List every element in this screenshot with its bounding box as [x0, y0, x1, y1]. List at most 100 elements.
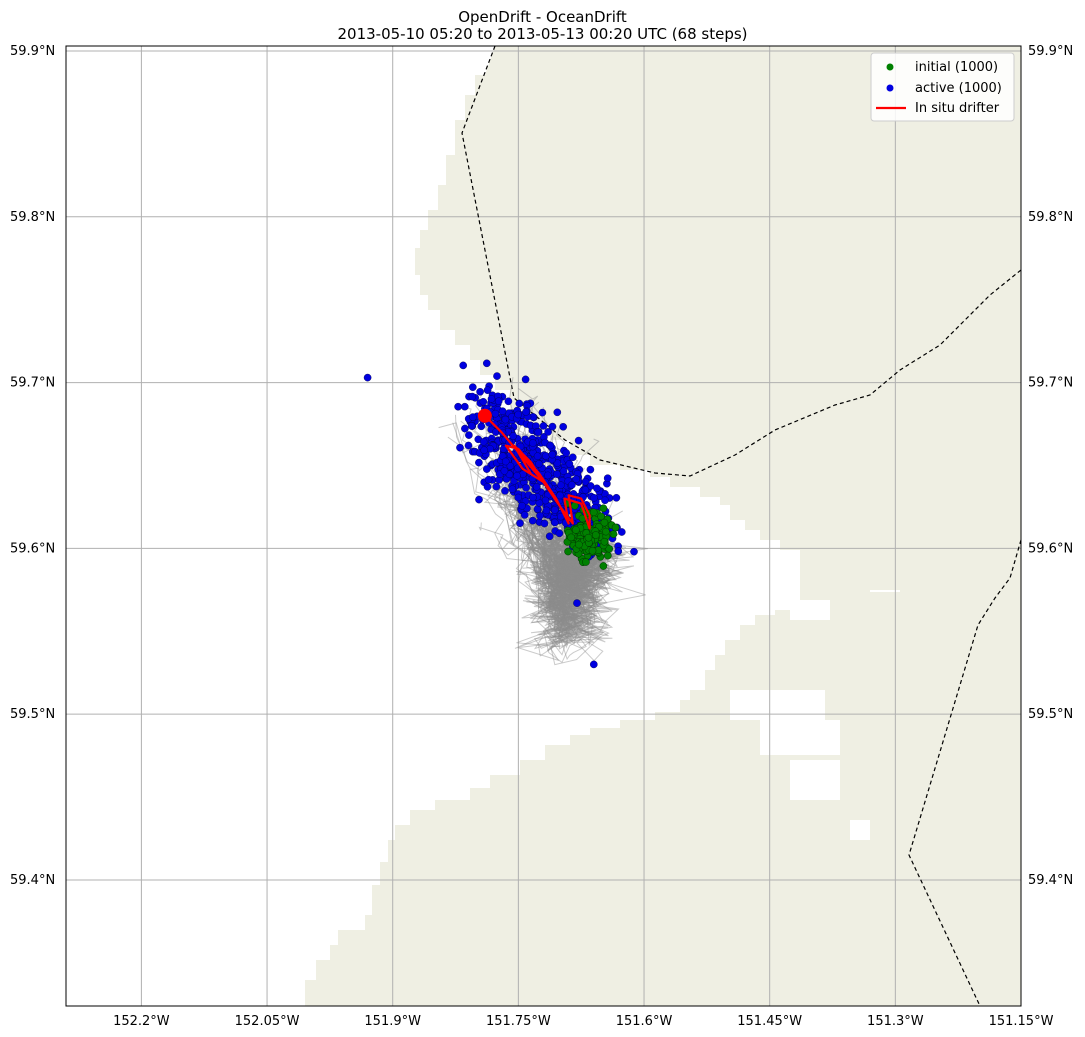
legend: initial (1000) active (1000) In situ dri… [870, 52, 1015, 122]
particle-track [501, 445, 604, 662]
border-line-south [908, 539, 1021, 1006]
active-particle [565, 460, 574, 468]
active-particle [569, 453, 577, 462]
x-tick-label: 151.6°W [616, 1014, 673, 1029]
active-particle [465, 431, 473, 439]
map-subtitle: 2013-05-10 05:20 to 2013-05-13 00:20 UTC… [337, 25, 748, 43]
land-white-bay [790, 760, 840, 800]
y-tick-label-right: 59.9°N [1028, 44, 1073, 59]
legend-active-label: active (1000) [915, 81, 1002, 96]
active-particle [593, 484, 601, 493]
active-particle [501, 487, 509, 495]
active-particle [568, 481, 576, 489]
active-particle [514, 493, 523, 502]
particle-track [513, 499, 610, 610]
particle-track [538, 483, 604, 591]
map-area [66, 46, 1021, 1006]
active-particle [475, 495, 483, 504]
initial-particle [591, 531, 600, 539]
initial-particle [564, 547, 572, 556]
active-particle [479, 397, 488, 406]
particle-track [475, 387, 605, 611]
initial-particle [584, 533, 593, 542]
y-tick-label-left: 59.9°N [10, 44, 55, 59]
active-particle [480, 446, 489, 455]
particle-track [503, 472, 612, 632]
particle-track [486, 465, 611, 575]
y-tick-label-left: 59.8°N [10, 210, 55, 225]
drifter-start-marker [477, 408, 492, 423]
active-particle [614, 547, 623, 556]
active-particle [555, 529, 564, 538]
x-tick-label: 151.15°W [989, 1014, 1054, 1029]
active-particle [363, 373, 372, 382]
initial-particle [599, 504, 608, 513]
active-particle [516, 519, 524, 528]
y-tick-labels-right: 59.9°N 59.8°N 59.7°N 59.6°N 59.5°N 59.4°N [1028, 44, 1073, 888]
active-particle [508, 485, 517, 494]
active-particle [586, 465, 595, 474]
active-particle [603, 474, 612, 483]
active-particle [528, 516, 537, 525]
active-particle [468, 392, 477, 401]
legend-active-marker [886, 84, 894, 92]
active-particle [544, 471, 552, 480]
active-particle [529, 439, 537, 447]
active-particle [500, 467, 509, 475]
active-particle [460, 402, 469, 411]
active-particle [612, 493, 621, 502]
initial-particle [589, 508, 598, 517]
active-particle [459, 361, 468, 370]
y-tick-label-right: 59.8°N [1028, 210, 1073, 225]
x-tick-label: 151.9°W [364, 1014, 421, 1029]
initial-particle [597, 512, 605, 521]
initial-particle [588, 546, 597, 555]
active-particle [504, 397, 513, 406]
active-particle [572, 475, 581, 484]
active-particle [483, 482, 492, 491]
particle-track [438, 422, 595, 610]
active-particle [492, 482, 501, 491]
initial-particle [575, 540, 583, 549]
active-particle [590, 493, 598, 502]
active-particle [515, 399, 524, 408]
active-particle [581, 486, 590, 494]
particle-track [530, 510, 608, 578]
y-tick-label-right: 59.6°N [1028, 541, 1073, 556]
active-particle [535, 460, 543, 468]
axes-frame [65, 45, 1022, 1007]
y-tick-label-right: 59.5°N [1028, 707, 1073, 722]
particle-track [518, 489, 616, 631]
active-particle [454, 402, 462, 411]
active-particle [476, 387, 484, 396]
particle-track [498, 455, 614, 585]
y-tick-label-left: 59.4°N [10, 873, 55, 888]
initial-particle [611, 523, 620, 532]
y-tick-label-right: 59.4°N [1028, 873, 1073, 888]
particle-track [528, 473, 610, 666]
active-particle [551, 518, 559, 527]
particle-track [495, 443, 602, 629]
active-particle [475, 458, 483, 467]
land-patch-right [965, 445, 1021, 540]
active-particle [551, 506, 559, 514]
active-particle [553, 408, 562, 417]
active-particle [533, 452, 542, 461]
active-particle [487, 395, 496, 403]
active-particle [461, 424, 469, 433]
active-particle [479, 437, 488, 446]
y-tick-label-left: 59.5°N [10, 707, 55, 722]
particle-track [505, 460, 619, 634]
y-tick-label-left: 59.7°N [10, 376, 55, 391]
active-particle [548, 450, 557, 459]
active-particle [483, 386, 492, 395]
active-particle [509, 432, 518, 440]
particle-track [526, 509, 596, 629]
active-particle [539, 422, 548, 430]
initial-particle [602, 527, 610, 536]
active-particle [506, 462, 515, 470]
active-particle [573, 599, 581, 607]
active-particle [469, 413, 477, 421]
y-tick-labels-left: 59.9°N 59.8°N 59.7°N 59.6°N 59.5°N 59.4°N [10, 44, 55, 888]
particle-track [498, 496, 616, 577]
